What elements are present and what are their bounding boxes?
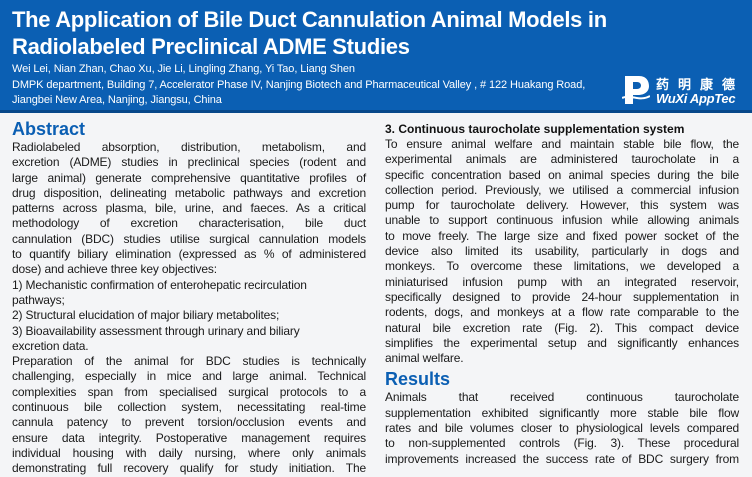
authors: Wei Lei, Nian Zhan, Chao Xu, Jie Li, Lin… <box>12 63 355 75</box>
text-line: specific concentration based on animal s… <box>385 167 739 182</box>
text-line: 1) Mechanistic confirmation of enterohep… <box>12 277 307 292</box>
text-line: methodology of excretion characterisatio… <box>12 216 366 231</box>
abstract-heading: Abstract <box>12 119 86 139</box>
text-line: patterns across plasma, bile, urine, and… <box>12 201 366 216</box>
text-line: drug disposition, delineating metabolic … <box>12 185 366 200</box>
abstract-body: Radiolabeled absorption, distribution, m… <box>12 140 366 477</box>
text-line: to quantify biliary elimination (express… <box>12 247 366 262</box>
text-line: monkeys. To overcome these limitations, … <box>385 259 739 274</box>
text-line: individual housing with daily nursing, w… <box>12 445 366 460</box>
text-line: complexities span from specialised surgi… <box>12 384 366 399</box>
text-line: device also limited its usability, parti… <box>385 244 739 259</box>
text-line: to move freely. The large size and fixed… <box>385 228 739 243</box>
section3-body: To ensure animal welfare and maintain st… <box>385 137 739 366</box>
text-line: experimental animals are administered ta… <box>385 152 739 167</box>
text-line: demonstrating full recovery qualify for … <box>12 461 366 476</box>
text-line: excretion data. <box>12 338 89 353</box>
right-column: 3. Continuous taurocholate supplementati… <box>385 122 739 467</box>
results-heading: Results <box>385 369 451 390</box>
logo-mark-icon <box>622 76 650 104</box>
text-line: ensure data integrity. Postoperative man… <box>12 430 366 445</box>
text-line: continuous bile collection system, neces… <box>12 400 366 415</box>
poster-header: The Application of Bile Duct Cannulation… <box>0 0 752 113</box>
text-line: cannulation (BDC) studies utilise surgic… <box>12 231 366 246</box>
text-line: simplifies the experimental setup and si… <box>385 335 739 350</box>
text-line: miniaturised infusion pump with an integ… <box>385 274 739 289</box>
text-line: rodents, dogs, and monkeys at a flow rat… <box>385 305 739 320</box>
text-line: 2) Structural elucidation of major bilia… <box>12 308 280 323</box>
affiliation-line: DMPK department, Building 7, Accelerator… <box>12 79 586 91</box>
text-line: to non-supplemented controls (Fig. 3). T… <box>385 436 739 451</box>
text-line: pump for taurocholate delivery. However,… <box>385 198 739 213</box>
section3-heading: 3. Continuous taurocholate supplementati… <box>385 122 685 136</box>
text-line: dose) and achieve three key objectives: <box>12 262 217 277</box>
wuxi-apptec-logo: 药明康德 WuXi AppTec <box>622 74 744 108</box>
text-line: cannula patency to prevent torsion/occlu… <box>12 415 366 430</box>
text-line: specifically designed to provide 24-hour… <box>385 289 739 304</box>
text-line: animal welfare. <box>385 351 464 366</box>
text-line: 3) Bioavailability assessment through ur… <box>12 323 300 338</box>
text-line: Radiolabeled absorption, distribution, m… <box>12 140 366 154</box>
text-line: natural bile excretion rate (Fig. 2). Th… <box>385 320 739 335</box>
text-line: challenging, especially in mice and larg… <box>12 369 366 384</box>
text-line: To ensure animal welfare and maintain st… <box>385 137 739 151</box>
text-line: excretion (ADME) studies in preclinical … <box>12 155 366 170</box>
text-line: Preparation of the animal for BDC studie… <box>12 354 366 369</box>
poster-title: The Application of Bile Duct Cannulation… <box>12 6 607 60</box>
text-line: large animal) generate comprehensive qua… <box>12 170 366 185</box>
text-line: improvements increased the success rate … <box>385 451 739 466</box>
logo-english-text: WuXi AppTec <box>656 91 736 106</box>
text-line: supplementation exhibited significantly … <box>385 405 739 420</box>
left-column: Abstract Radiolabeled absorption, distri… <box>12 118 366 477</box>
text-line: unable to support continuous infusion wh… <box>385 213 739 228</box>
text-line: rates and bile volumes closer to physiol… <box>385 421 739 436</box>
results-body: Animals that received continuous tauroch… <box>385 390 739 466</box>
title-line: The Application of Bile Duct Cannulation… <box>12 7 607 32</box>
text-line: collection period. Previously, we utilis… <box>385 182 739 197</box>
title-line: Radiolabeled Preclinical ADME Studies <box>12 34 410 59</box>
logo-chinese-text: 药明康德 <box>656 78 745 93</box>
text-line: pathways; <box>12 292 65 307</box>
text-line: Animals that received continuous tauroch… <box>385 390 739 405</box>
affiliation-line: Jiangbei New Area, Nanjing, Jiangsu, Chi… <box>12 94 222 106</box>
